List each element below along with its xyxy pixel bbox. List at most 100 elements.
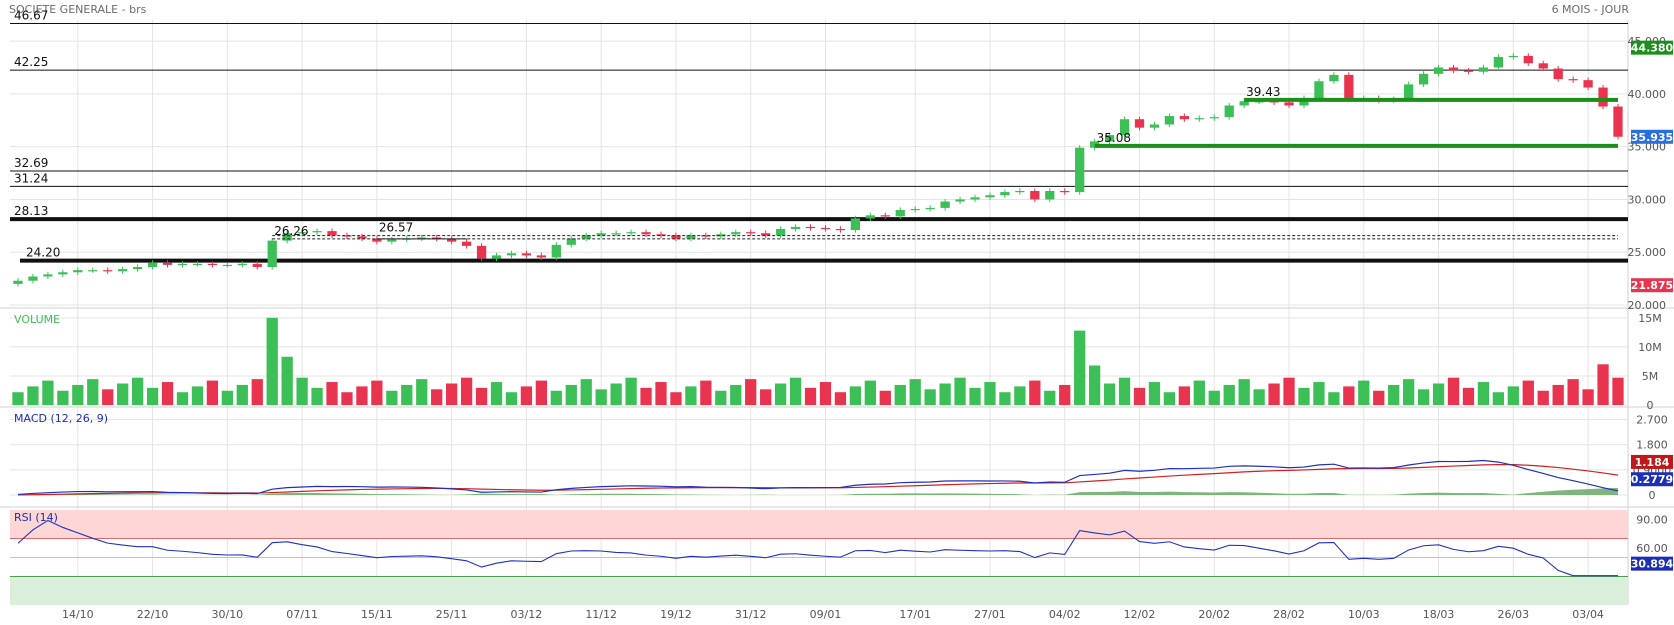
volume-bar bbox=[685, 386, 697, 405]
candle-body bbox=[1404, 84, 1414, 100]
candle-body bbox=[581, 235, 591, 239]
volume-bar bbox=[939, 383, 951, 405]
candle-body bbox=[282, 233, 292, 241]
volume-bar bbox=[1552, 384, 1564, 405]
price-badge bbox=[1631, 40, 1673, 55]
candle-body bbox=[1418, 73, 1429, 85]
candle-body bbox=[1209, 117, 1219, 119]
level-label: 42.25 bbox=[14, 55, 48, 69]
x-tick-label: 15/11 bbox=[361, 608, 393, 621]
volume-bar bbox=[431, 389, 443, 405]
level-label: 46.67 bbox=[14, 8, 48, 22]
volume-bar bbox=[1208, 390, 1220, 405]
x-tick-label: 18/03 bbox=[1423, 608, 1455, 621]
candle-body bbox=[1583, 80, 1593, 88]
candle-body bbox=[387, 239, 397, 242]
volume-bar bbox=[1148, 382, 1161, 405]
candle-body bbox=[88, 270, 98, 272]
candle-body bbox=[1224, 105, 1234, 118]
candle-body bbox=[357, 236, 367, 239]
annotation-label: 26.57 bbox=[379, 221, 413, 235]
volume-bar bbox=[924, 389, 936, 405]
price-badge-label: 44.380 bbox=[1631, 42, 1674, 55]
annotation-label: 35.08 bbox=[1097, 131, 1131, 145]
volume-bar bbox=[1447, 377, 1460, 405]
candle-body bbox=[342, 235, 352, 237]
x-tick-label: 07/11 bbox=[286, 608, 318, 621]
volume-bar bbox=[1103, 383, 1116, 405]
volume-bar bbox=[475, 387, 488, 405]
volume-bar bbox=[670, 392, 682, 405]
candle-body bbox=[118, 269, 128, 272]
volume-bar bbox=[1283, 377, 1295, 405]
rsi-title: RSI (14) bbox=[14, 511, 58, 524]
x-tick-label: 22/10 bbox=[137, 608, 169, 621]
candle-body bbox=[207, 263, 218, 266]
volume-bar bbox=[1178, 386, 1190, 405]
volume-bar bbox=[984, 382, 996, 405]
volume-bar bbox=[236, 384, 248, 405]
volume-bar bbox=[42, 380, 54, 405]
candle-body bbox=[1060, 191, 1070, 193]
macd-badge-label: 1.184 bbox=[1635, 456, 1670, 469]
macd-badge bbox=[1631, 454, 1673, 469]
candle-body bbox=[536, 255, 546, 258]
candle-body bbox=[132, 267, 143, 270]
volume-bar bbox=[416, 379, 428, 405]
volume-bar bbox=[1328, 392, 1340, 405]
candle-body bbox=[1134, 119, 1145, 128]
candle-body bbox=[1613, 106, 1623, 137]
volume-bar bbox=[1537, 390, 1549, 405]
volume-bar bbox=[326, 382, 338, 405]
candle-body bbox=[237, 263, 247, 266]
volume-bar bbox=[550, 390, 562, 405]
volume-bar bbox=[1597, 364, 1609, 405]
volume-bar bbox=[834, 392, 847, 405]
x-tick-label: 09/01 bbox=[810, 608, 842, 621]
candle-body bbox=[267, 240, 277, 267]
volume-bar bbox=[57, 390, 69, 405]
candle-body bbox=[1104, 135, 1115, 142]
volume-bar bbox=[789, 377, 802, 405]
candle-body bbox=[506, 253, 517, 256]
x-tick-label: 31/12 bbox=[735, 608, 767, 621]
candle-body bbox=[147, 262, 158, 267]
level-label: 28.13 bbox=[14, 204, 48, 218]
macd-line bbox=[17, 459, 1619, 496]
price-tick-label: 20.000 bbox=[1628, 299, 1667, 312]
volume-bar bbox=[1074, 330, 1086, 405]
macd-tick-label: 0 bbox=[1649, 489, 1656, 502]
volume-bar bbox=[1567, 379, 1579, 405]
volume-bar bbox=[146, 387, 159, 405]
candle-body bbox=[1075, 147, 1085, 193]
level-label: 31.24 bbox=[14, 171, 48, 185]
volume-bar bbox=[894, 384, 906, 405]
macd-badge-label: 0.2779 bbox=[1631, 473, 1673, 486]
price-tick-label: 40.000 bbox=[1628, 88, 1667, 101]
macd-histogram bbox=[18, 487, 1618, 495]
volume-bar bbox=[1133, 387, 1146, 405]
price-badge-label: 21.875 bbox=[1631, 279, 1673, 292]
candle-body bbox=[1015, 191, 1025, 193]
price-tick-label: 30.000 bbox=[1628, 193, 1667, 206]
x-tick-label: 14/10 bbox=[62, 608, 94, 621]
volume-bars bbox=[12, 317, 1624, 405]
volume-bar bbox=[535, 380, 547, 405]
volume-axis: 15M 10M 5M 0 bbox=[1638, 312, 1662, 412]
volume-bar bbox=[371, 380, 383, 405]
x-tick-label: 04/02 bbox=[1049, 608, 1081, 621]
x-tick-label: 26/03 bbox=[1497, 608, 1529, 621]
volume-bar bbox=[520, 386, 533, 405]
volume-bar bbox=[505, 392, 518, 405]
chart-title: SOCIETE GENERALE - brs bbox=[9, 3, 147, 16]
volume-bar bbox=[1432, 383, 1445, 405]
volume-bar bbox=[774, 383, 787, 405]
candle-body bbox=[1493, 56, 1504, 68]
volume-bar bbox=[1522, 380, 1534, 405]
candle-body bbox=[790, 226, 801, 229]
volume-bar bbox=[1089, 365, 1101, 405]
volume-bar bbox=[1298, 387, 1310, 405]
rsi-zones bbox=[10, 510, 1628, 605]
